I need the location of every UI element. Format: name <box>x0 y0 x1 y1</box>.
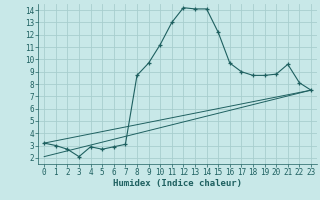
X-axis label: Humidex (Indice chaleur): Humidex (Indice chaleur) <box>113 179 242 188</box>
